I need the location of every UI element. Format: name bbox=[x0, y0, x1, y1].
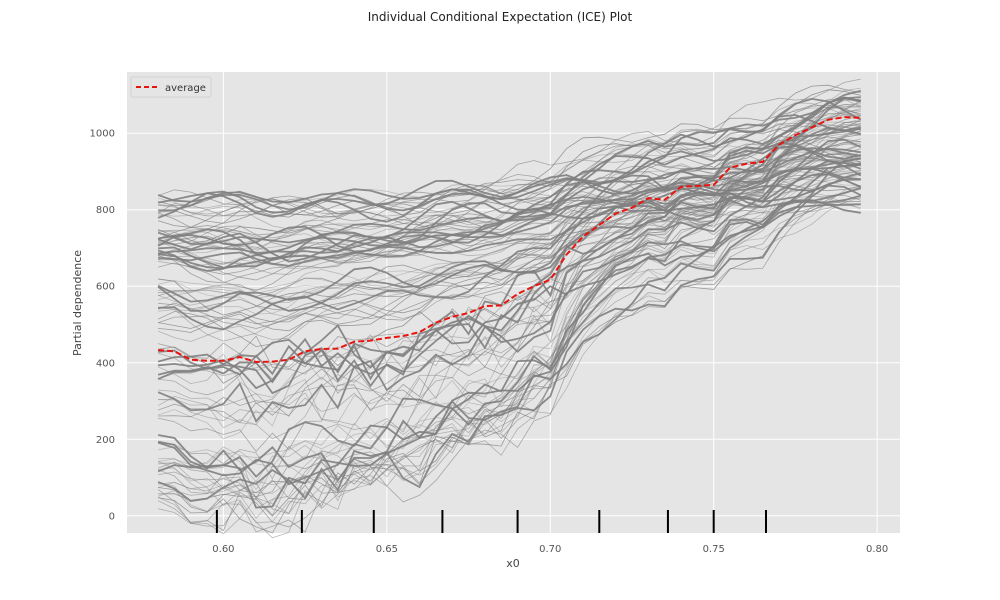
average-line bbox=[158, 116, 861, 364]
ice-curve bbox=[158, 108, 861, 315]
ice-curve bbox=[157, 115, 861, 417]
y-tick-label: 600 bbox=[96, 282, 115, 293]
ice-curve bbox=[158, 155, 861, 483]
ice-curve bbox=[157, 123, 861, 429]
rug-ticks bbox=[215, 510, 767, 533]
ice-curve bbox=[157, 165, 862, 482]
ice-curve bbox=[158, 165, 861, 216]
x-tick-label: 0.80 bbox=[866, 544, 888, 555]
ice-curve bbox=[157, 106, 861, 398]
ice-curve bbox=[158, 96, 861, 331]
ice-curve bbox=[157, 126, 861, 209]
ice-curve bbox=[158, 167, 861, 212]
x-tick-labels: 0.60 0.65 0.70 0.75 0.80 bbox=[212, 544, 888, 555]
ice-curve bbox=[157, 194, 861, 532]
y-tick-label: 1000 bbox=[90, 129, 115, 140]
ice-curve bbox=[157, 127, 861, 395]
y-tick-label: 400 bbox=[96, 358, 115, 369]
y-tick-label: 0 bbox=[109, 511, 115, 522]
average-curve bbox=[158, 116, 861, 364]
ice-curve bbox=[158, 171, 861, 299]
ice-curve bbox=[158, 120, 861, 224]
ice-curve bbox=[158, 125, 861, 440]
ice-curve bbox=[157, 124, 861, 284]
ice-curve bbox=[157, 84, 861, 228]
ice-curve bbox=[157, 157, 861, 384]
legend: average bbox=[130, 76, 212, 98]
ice-curve bbox=[158, 104, 861, 333]
ice-curve bbox=[157, 186, 862, 369]
ice-curve bbox=[157, 164, 861, 325]
x-axis-label: x0 bbox=[506, 557, 520, 570]
ice-curves bbox=[157, 78, 862, 539]
ice-curve bbox=[158, 159, 861, 275]
ice-curve bbox=[158, 197, 861, 499]
ice-curve bbox=[158, 148, 861, 424]
ice-curve bbox=[157, 100, 861, 249]
chart-title: Individual Conditional Expectation (ICE)… bbox=[368, 10, 633, 24]
ice-curve bbox=[158, 105, 861, 453]
x-tick-label: 0.75 bbox=[703, 544, 725, 555]
ice-curve bbox=[158, 124, 861, 311]
y-tick-label: 200 bbox=[96, 435, 115, 446]
ice-curve bbox=[157, 183, 861, 241]
ice-curve bbox=[158, 173, 861, 404]
ice-curve bbox=[157, 194, 862, 509]
ice-curve bbox=[157, 135, 861, 265]
ice-curve bbox=[158, 102, 861, 230]
ice-curve bbox=[158, 119, 861, 342]
ice-curve bbox=[157, 184, 862, 502]
ice-curve bbox=[157, 179, 861, 255]
ice-curve bbox=[157, 186, 861, 440]
ice-curve bbox=[157, 109, 861, 498]
legend-average-label: average bbox=[165, 83, 206, 94]
ice-curve bbox=[158, 155, 861, 498]
y-axis-label: Partial dependence bbox=[71, 250, 84, 356]
ice-curve bbox=[158, 151, 861, 269]
ice-curve bbox=[158, 100, 862, 292]
ice-curve bbox=[158, 127, 861, 281]
ice-curve bbox=[157, 157, 861, 478]
ice-curve bbox=[158, 153, 861, 370]
y-tick-labels: 0 200 400 600 800 1000 bbox=[90, 129, 115, 523]
y-tick-label: 800 bbox=[96, 205, 115, 216]
ice-curve bbox=[158, 115, 861, 539]
ice-curve bbox=[158, 89, 862, 269]
ice-curve bbox=[158, 98, 861, 249]
ice-curve bbox=[157, 160, 861, 342]
ice-curve bbox=[157, 98, 861, 535]
ice-curve bbox=[157, 89, 861, 244]
ice-curve bbox=[157, 141, 861, 215]
ice-curve bbox=[157, 129, 861, 385]
ice-curve bbox=[158, 157, 861, 250]
ice-curve bbox=[158, 202, 861, 507]
ice-curve bbox=[157, 195, 861, 264]
ice-curve bbox=[157, 160, 862, 312]
ice-curve bbox=[157, 162, 861, 255]
ice-curve bbox=[158, 174, 861, 467]
x-tick-label: 0.70 bbox=[539, 544, 561, 555]
x-tick-label: 0.60 bbox=[212, 544, 234, 555]
x-tick-label: 0.65 bbox=[376, 544, 398, 555]
ice-curve bbox=[157, 142, 861, 218]
legend-box bbox=[130, 76, 212, 98]
ice-curve bbox=[158, 97, 861, 513]
